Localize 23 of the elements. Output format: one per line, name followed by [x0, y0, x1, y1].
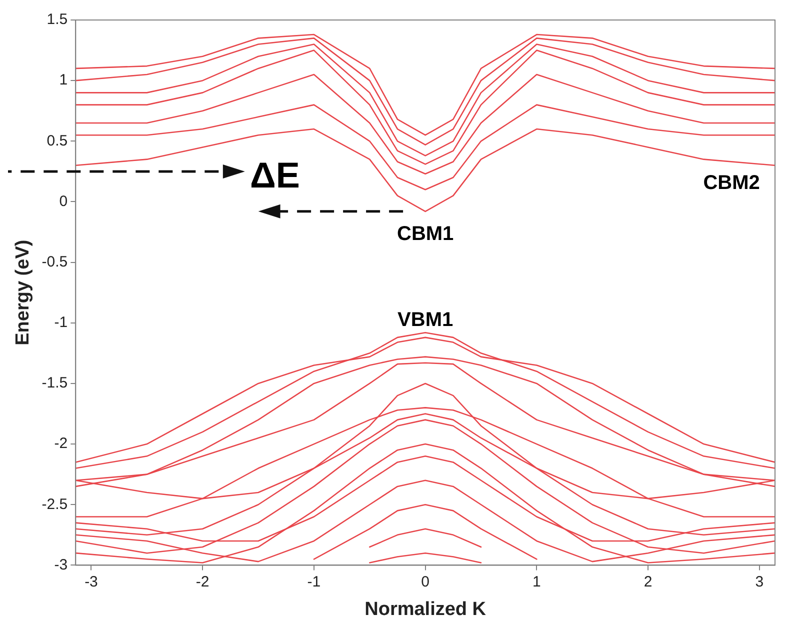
annotation: CBM2 [703, 172, 760, 194]
x-tick-label: 1 [532, 573, 541, 590]
y-axis-title: Energy (eV) [12, 240, 34, 346]
y-tick-label: -1 [54, 314, 68, 332]
annotation: ΔE [250, 154, 300, 196]
y-tick-label: 1 [59, 72, 68, 89]
y-tick-label: -3 [54, 556, 68, 574]
annotation: CBM1 [396, 222, 454, 245]
y-tick-label: -2.5 [42, 496, 68, 513]
y-tick-label: 0 [59, 192, 68, 210]
y-tick-label: -0.5 [42, 253, 68, 270]
x-tick-label: -1 [307, 573, 321, 590]
y-tick-label: -2 [54, 435, 68, 452]
x-tick-label: 0 [421, 573, 430, 590]
annotation: VBM1 [398, 308, 454, 331]
y-tick-label: 1.5 [46, 11, 68, 28]
x-tick-label: -3 [84, 573, 98, 590]
y-tick-label: 0.5 [46, 132, 68, 150]
x-tick-label: -2 [196, 573, 210, 590]
x-tick-label: 3 [755, 573, 764, 590]
y-tick-label: -1.5 [42, 374, 68, 392]
x-axis-title: Normalized K [364, 598, 486, 620]
x-tick-label: 2 [644, 573, 652, 590]
